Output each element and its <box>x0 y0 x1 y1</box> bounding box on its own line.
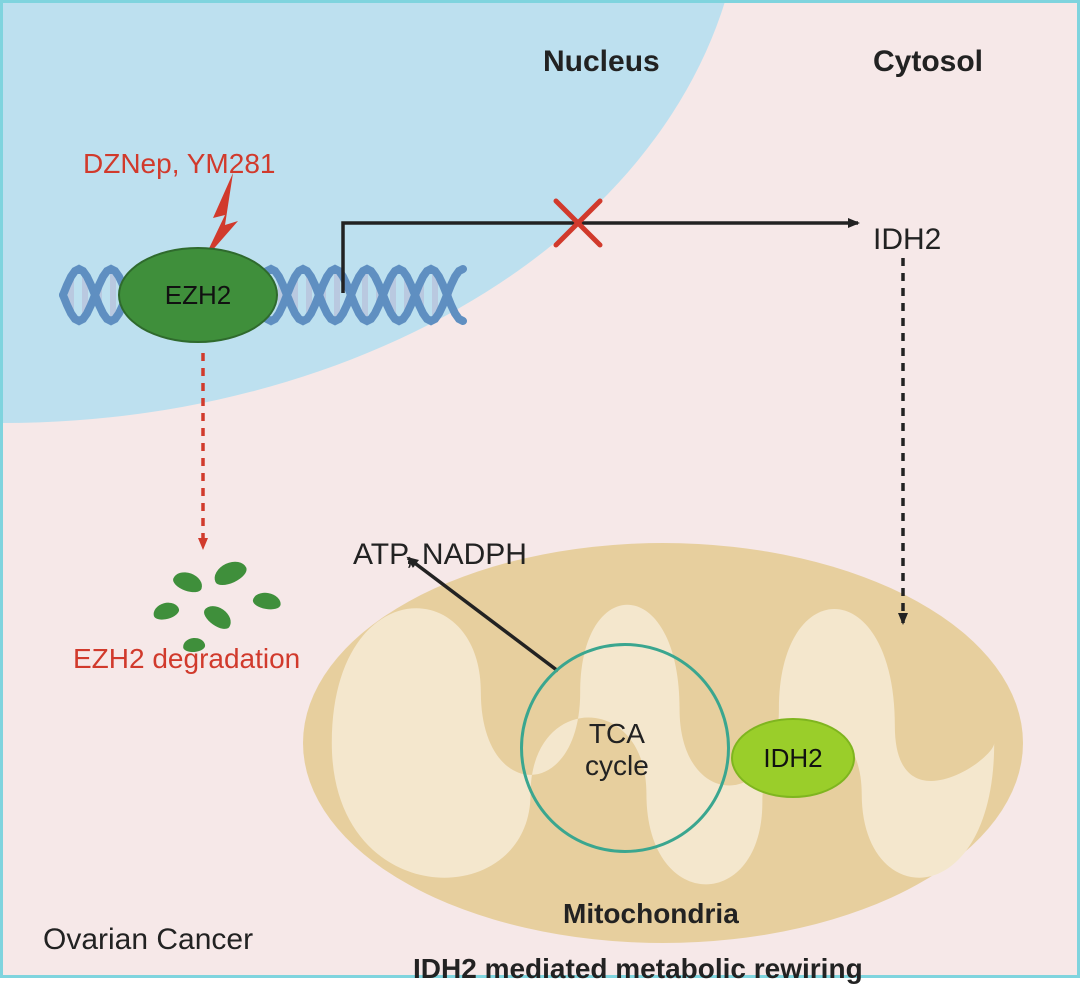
diagram-canvas: EZH2 IDH2 Nucleus Cytosol Mitochondria O… <box>0 0 1080 978</box>
idh2-top-label: IDH2 <box>873 223 941 257</box>
mitochondria-label: Mitochondria <box>563 898 739 930</box>
nucleus-label: Nucleus <box>543 45 660 79</box>
ezh2-label: EZH2 <box>165 280 231 311</box>
drug-label: DZNep, YM281 <box>83 148 275 180</box>
atp-nadph-label: ATP, NADPH <box>353 538 527 572</box>
cytosol-label: Cytosol <box>873 45 983 79</box>
tca-cycle-label: TCA cycle <box>585 718 649 782</box>
ovarian-cancer-label: Ovarian Cancer <box>43 923 253 957</box>
idh2-protein: IDH2 <box>731 718 855 798</box>
ezh2-degradation-label: EZH2 degradation <box>73 643 300 675</box>
ezh2-protein: EZH2 <box>118 247 278 343</box>
idh2-rewire-label: IDH2 mediated metabolic rewiring <box>413 953 863 985</box>
idh2-label: IDH2 <box>763 743 822 774</box>
